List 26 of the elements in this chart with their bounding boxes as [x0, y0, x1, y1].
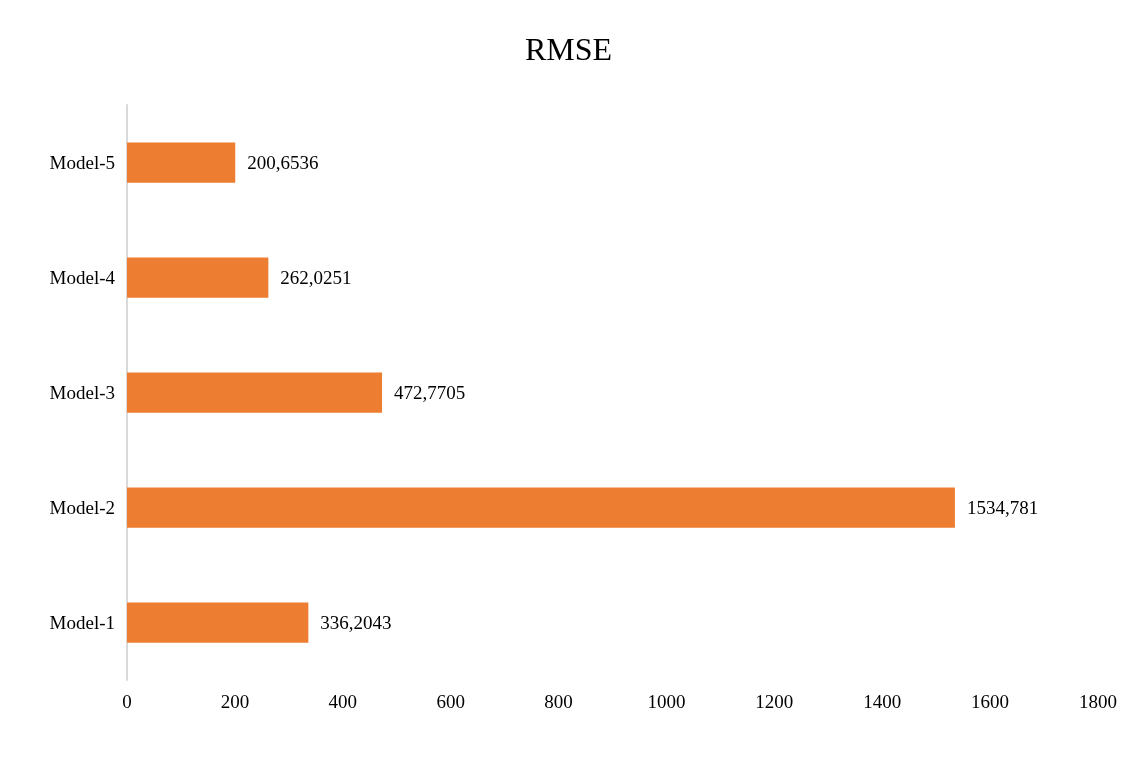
data-label: 262,0251	[280, 267, 352, 288]
bar	[127, 257, 269, 298]
x-tick-label: 800	[544, 691, 573, 712]
chart-title: RMSE	[524, 31, 613, 67]
x-tick-label: 0	[122, 691, 132, 712]
y-tick-label: Model-2	[49, 497, 115, 518]
y-tick-label: Model-1	[49, 612, 115, 633]
bar	[127, 602, 309, 643]
bar	[127, 372, 383, 413]
x-tick-label: 1400	[863, 691, 902, 712]
y-tick-label: Model-4	[49, 267, 116, 288]
bar	[127, 142, 236, 183]
x-tick-label: 200	[220, 691, 250, 712]
x-tick-label: 1200	[755, 691, 794, 712]
y-tick-label: Model-3	[49, 382, 115, 403]
bar	[127, 487, 955, 528]
x-tick-label: 1800	[1079, 691, 1117, 712]
x-tick-label: 600	[436, 691, 465, 712]
y-tick-label: Model-5	[49, 152, 115, 173]
x-tick-label: 1000	[647, 691, 686, 712]
x-tick-label: 400	[328, 691, 358, 712]
x-tick-label: 1600	[971, 691, 1010, 712]
data-label: 472,7705	[394, 382, 466, 403]
data-label: 336,2043	[320, 612, 392, 633]
data-label: 1534,781	[966, 497, 1039, 518]
data-label: 200,6536	[247, 152, 319, 173]
